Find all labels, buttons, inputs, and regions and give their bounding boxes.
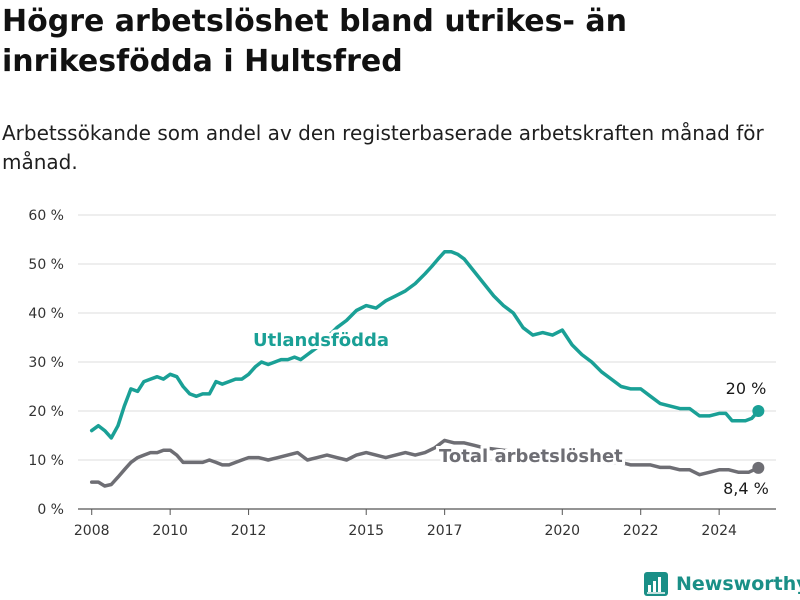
chart-subtitle: Arbetssökande som andel av den registerb… [2, 121, 764, 174]
y-tick-label: 10 % [28, 453, 64, 469]
end-value-total: 8,4 % [723, 479, 769, 498]
series-line-total [89, 438, 761, 488]
x-tick-label: 2015 [348, 523, 384, 539]
y-tick-label: 60 % [28, 208, 64, 224]
newsworthy-logo: Newsworthy [644, 569, 800, 599]
x-tick-label: 2024 [701, 523, 737, 539]
x-tick-label: 2022 [623, 523, 659, 539]
series-end-point [752, 405, 765, 417]
x-tick-label: 2020 [544, 523, 580, 539]
end-value-utlandsfodda: 20 % [726, 379, 767, 398]
gridlines [78, 214, 776, 510]
series-end-point [752, 461, 765, 474]
x-tick-label: 2017 [427, 523, 463, 539]
y-tick-label: 50 % [28, 257, 64, 273]
y-tick-label: 0 % [37, 502, 64, 518]
newsworthy-logo-icon [644, 572, 668, 596]
y-tick-label: 40 % [28, 306, 64, 322]
x-tick-label: 2012 [231, 523, 267, 539]
chart-title: Högre arbetslöshet bland utrikes- än inr… [2, 4, 627, 79]
y-axis-tick-labels: 0 % 10 % 20 % 30 % 40 % 50 % 60 % [28, 208, 64, 518]
series-label-total: Total arbetslöshet [439, 446, 623, 467]
y-tick-label: 20 % [28, 404, 64, 420]
brand-name: Newsworthy [676, 573, 800, 595]
series-line-utlandsfodda [89, 250, 761, 440]
y-tick-label: 30 % [28, 355, 64, 371]
series-lines [89, 250, 765, 488]
x-axis: 2008 2010 2012 2015 2017 2020 2022 2024 [74, 509, 737, 539]
x-tick-label: 2010 [152, 523, 188, 539]
x-tick-label: 2008 [74, 523, 110, 539]
series-label-utlandsfodda: Utlandsfödda [253, 330, 389, 351]
series-labels: Utlandsfödda Total arbetslöshet 20 % 8,4 % [250, 327, 769, 498]
